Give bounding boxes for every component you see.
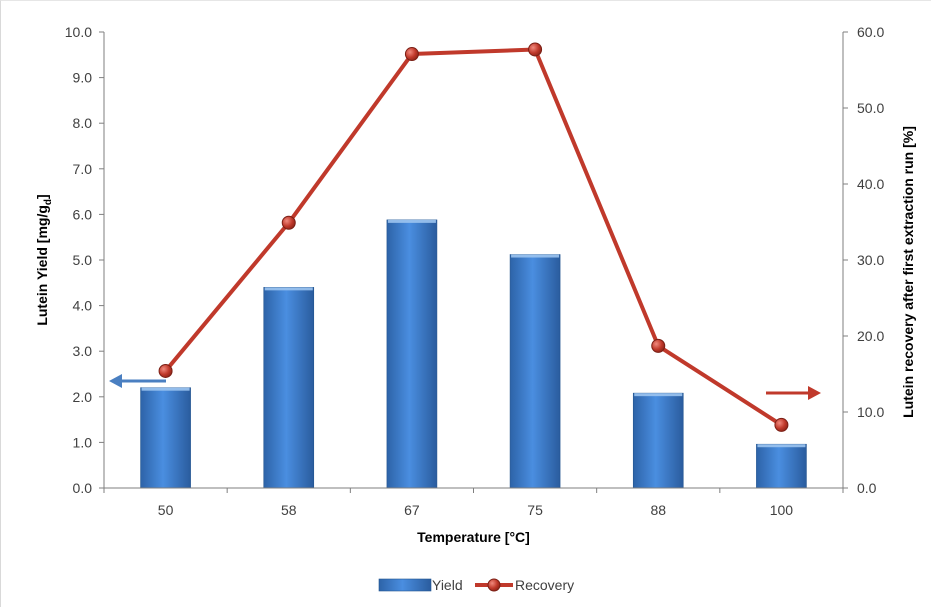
- x-tick-label: 100: [770, 502, 794, 518]
- y-tick-label-right: 10.0: [857, 404, 884, 420]
- yield-bar-highlight: [634, 393, 683, 397]
- recovery-point: [404, 47, 419, 62]
- yield-bar: [386, 219, 438, 489]
- y-tick-label-left: 3.0: [73, 343, 93, 359]
- y-tick-label-left: 8.0: [73, 115, 93, 131]
- y-axis-title-left: Lutein Yield [mg/gd]: [34, 194, 54, 325]
- y-tick-label-left: 4.0: [73, 298, 93, 314]
- y-axis-title-right: Lutein recovery after first extraction r…: [900, 126, 916, 418]
- y-axis-title-left-main: Lutein Yield [mg/g: [34, 205, 50, 326]
- y-tick-label-right: 20.0: [857, 328, 884, 344]
- axes: 0.0 1.0 2.0 3.0 4.0 5.0 6.0 7.0 8.0 9.0 10.0 0.0 10.…: [65, 24, 885, 518]
- legend-yield-swatch: [378, 578, 432, 592]
- x-axis-title: Temperature [°C]: [417, 529, 530, 545]
- recovery-line-group: [109, 42, 821, 432]
- yield-bar-highlight: [757, 444, 806, 448]
- legend-yield-label: Yield: [432, 577, 463, 593]
- y-tick-label-left: 5.0: [73, 252, 93, 268]
- yield-bar-highlight: [511, 254, 560, 258]
- x-tick-label: 88: [650, 502, 666, 518]
- y-tick-label-right: 50.0: [857, 100, 884, 116]
- yield-bar-highlight: [141, 387, 190, 391]
- x-tick-label: 58: [281, 502, 297, 518]
- legend-recovery-marker: [487, 578, 501, 592]
- recovery-line: [164, 47, 783, 427]
- y-axis-title-left-end: ]: [34, 194, 50, 199]
- yield-bar: [263, 287, 315, 489]
- yield-bar-highlight: [387, 219, 436, 223]
- y-tick-label-left: 10.0: [65, 24, 92, 40]
- recovery-point: [774, 417, 789, 432]
- recovery-point: [528, 42, 543, 57]
- y-axis-title-left-sub: d: [43, 199, 54, 205]
- recovery-point: [281, 215, 296, 230]
- y-tick-label-right: 0.0: [857, 480, 877, 496]
- yield-bar: [756, 443, 807, 489]
- x-tick-label: 67: [404, 502, 420, 518]
- recovery-point: [158, 363, 173, 378]
- y-tick-label-left: 7.0: [73, 161, 93, 177]
- x-tick-label: 75: [527, 502, 543, 518]
- x-tick-label: 50: [158, 502, 174, 518]
- legend: Yield Recovery: [378, 577, 574, 593]
- yield-bars: [140, 219, 807, 489]
- legend-recovery-label: Recovery: [515, 577, 574, 593]
- y-tick-label-right: 40.0: [857, 176, 884, 192]
- yield-bar-highlight: [264, 287, 313, 291]
- yield-bar: [632, 392, 684, 489]
- yield-bar: [140, 387, 191, 489]
- left-axis-arrow-head: [109, 374, 122, 388]
- right-axis-arrow-head: [808, 386, 821, 400]
- yield-bar: [509, 254, 561, 489]
- y-tick-label-right: 30.0: [857, 252, 884, 268]
- y-tick-label-left: 9.0: [73, 70, 93, 86]
- y-tick-label-left: 6.0: [73, 206, 93, 222]
- y-tick-label-right: 60.0: [857, 24, 884, 40]
- y-tick-label-left: 1.0: [73, 434, 93, 450]
- axis-labels: Temperature [°C]Lutein Yield [mg/gd] Lute…: [34, 126, 916, 545]
- y-tick-label-left: 0.0: [73, 480, 93, 496]
- recovery-point: [651, 338, 666, 353]
- y-tick-label-left: 2.0: [73, 389, 93, 405]
